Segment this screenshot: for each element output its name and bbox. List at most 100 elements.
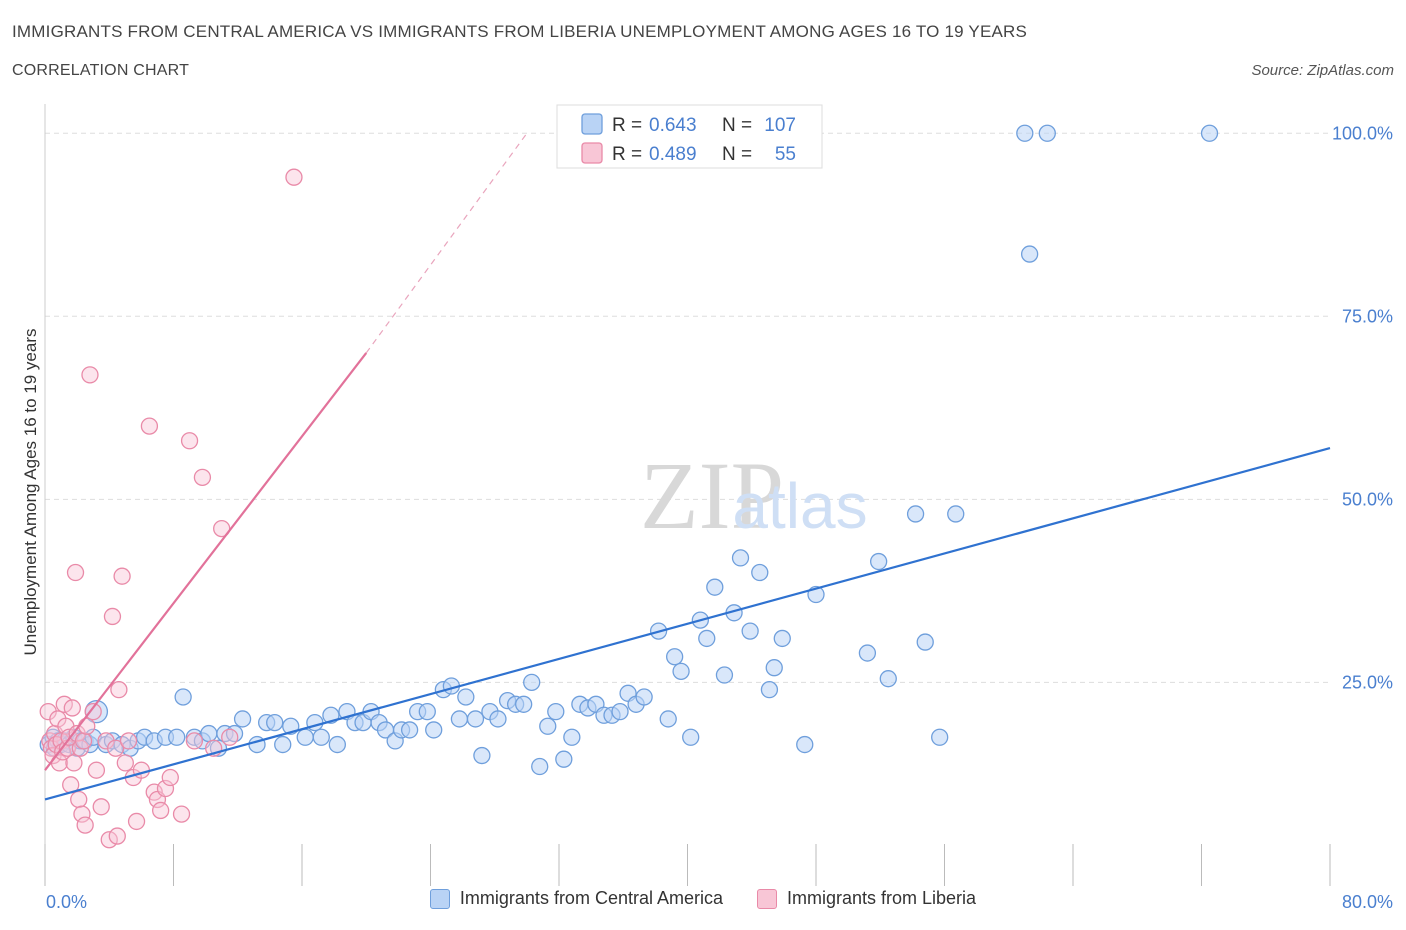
data-point xyxy=(113,567,131,585)
stats-r-value-1: 0.489 xyxy=(649,144,697,165)
series-0-points xyxy=(39,124,1219,776)
data-point xyxy=(563,728,581,746)
data-point xyxy=(200,724,218,743)
data-point xyxy=(425,721,443,739)
data-point xyxy=(296,728,314,746)
data-point xyxy=(706,578,724,596)
data-point xyxy=(1016,124,1034,142)
data-point xyxy=(659,710,677,728)
data-point xyxy=(172,805,191,823)
data-point xyxy=(741,622,759,640)
stats-n-label-0: N = xyxy=(722,115,752,136)
data-point xyxy=(87,761,106,779)
data-point xyxy=(81,366,99,384)
data-point xyxy=(869,552,888,571)
regression-extension-1 xyxy=(365,132,528,354)
data-point xyxy=(515,695,533,713)
data-point xyxy=(127,812,146,831)
stats-r-label-0: R = xyxy=(612,115,642,136)
bottom-legend: Immigrants from Central America Immigran… xyxy=(0,888,1406,909)
data-point xyxy=(266,713,284,732)
data-point xyxy=(73,805,91,823)
data-point xyxy=(457,688,475,706)
data-point xyxy=(466,710,485,728)
watermark-atlas: atlas xyxy=(732,470,867,542)
stats-n-value-0: 107 xyxy=(764,115,796,136)
data-point xyxy=(180,432,199,450)
data-point xyxy=(108,827,126,845)
stats-n-label-1: N = xyxy=(722,144,752,165)
data-point xyxy=(92,798,110,816)
data-point xyxy=(78,717,96,735)
legend-item-liberia[interactable]: Immigrants from Liberia xyxy=(757,888,976,909)
data-point xyxy=(682,728,700,746)
data-point xyxy=(906,505,925,523)
data-point xyxy=(119,732,138,750)
x-tick-label-0: 0.0% xyxy=(46,892,87,912)
data-point xyxy=(760,681,779,699)
data-point xyxy=(858,644,877,662)
legend-swatch-pink xyxy=(757,888,777,909)
data-point xyxy=(221,728,239,746)
data-point xyxy=(65,754,83,772)
data-point xyxy=(84,702,102,721)
data-point xyxy=(107,739,125,757)
data-point xyxy=(74,732,93,750)
chart-title: IMMIGRANTS FROM CENTRAL AMERICA VS IMMIG… xyxy=(12,22,1028,41)
data-point xyxy=(715,666,734,684)
data-point xyxy=(796,735,814,754)
source-credit: Source: ZipAtlas.com xyxy=(1251,62,1394,79)
data-point xyxy=(140,417,159,435)
data-point xyxy=(418,702,436,721)
data-point xyxy=(66,563,85,582)
stats-legend-swatch-0 xyxy=(581,113,603,135)
data-point xyxy=(765,659,783,677)
data-point xyxy=(103,607,122,626)
data-point xyxy=(489,710,507,728)
legend-item-central-america[interactable]: Immigrants from Central America xyxy=(429,888,723,909)
data-point xyxy=(473,746,491,765)
data-point xyxy=(879,670,897,688)
data-point xyxy=(916,633,934,651)
y-tick-label-0: 25.0% xyxy=(1342,672,1393,692)
y-tick-label-1: 50.0% xyxy=(1342,489,1393,509)
data-point xyxy=(161,768,179,787)
regression-line-1 xyxy=(44,352,368,771)
legend-label-liberia: Immigrants from Liberia xyxy=(787,888,977,908)
stats-legend: R = 0.643 N = 107 R = 0.489 N = 55 xyxy=(556,104,823,169)
stats-r-label-1: R = xyxy=(612,144,642,165)
data-point xyxy=(1038,124,1056,142)
legend-label-central-america: Immigrants from Central America xyxy=(459,888,723,908)
data-point xyxy=(611,702,629,721)
data-point xyxy=(1020,245,1039,263)
data-point xyxy=(773,629,791,648)
data-point xyxy=(110,681,128,699)
data-point xyxy=(100,831,118,849)
regression-line-0 xyxy=(44,447,1331,801)
data-point xyxy=(635,688,653,706)
stats-r-value-0: 0.643 xyxy=(649,115,697,136)
data-point xyxy=(156,779,175,798)
data-point xyxy=(233,710,252,728)
x-tick-label-1: 80.0% xyxy=(1342,892,1393,912)
data-point xyxy=(947,505,965,523)
data-point xyxy=(1200,124,1219,142)
data-point xyxy=(274,735,292,754)
data-point xyxy=(555,750,573,768)
data-point xyxy=(55,695,73,713)
data-point xyxy=(666,648,684,666)
data-point xyxy=(400,721,419,739)
data-point xyxy=(731,549,750,567)
data-point xyxy=(539,717,557,735)
y-axis-label: Unemployment Among Ages 16 to 19 years xyxy=(21,329,40,656)
stats-legend-swatch-1 xyxy=(581,142,603,164)
y-tick-label-3: 100.0% xyxy=(1332,123,1393,143)
data-point xyxy=(116,754,134,772)
data-point xyxy=(698,629,716,648)
data-point xyxy=(76,816,94,834)
data-point xyxy=(751,563,769,582)
data-point xyxy=(312,728,330,746)
data-point xyxy=(450,710,469,728)
data-point xyxy=(672,662,690,681)
data-point xyxy=(547,702,565,721)
